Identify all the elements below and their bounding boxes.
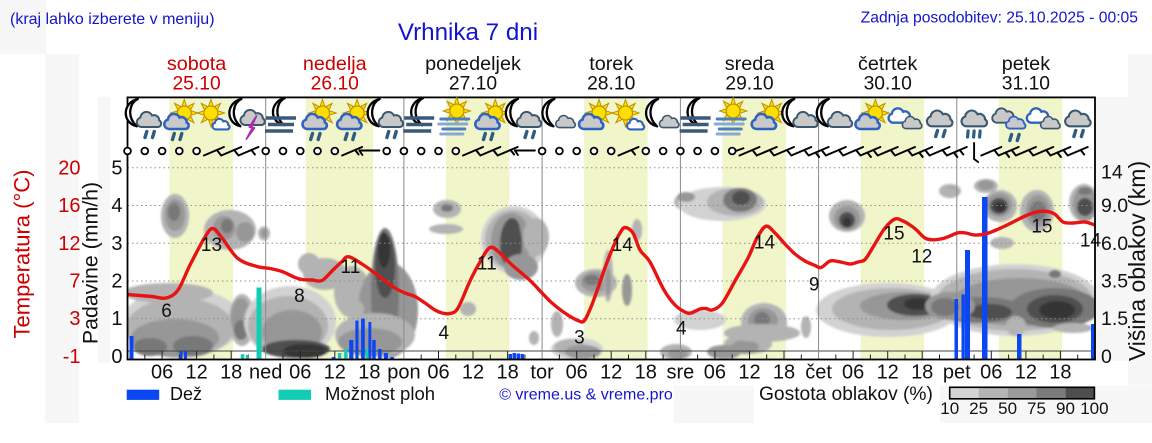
svg-text:14: 14 <box>612 235 634 256</box>
svg-text:(kraj lahko izberete v meniju): (kraj lahko izberete v meniju) <box>10 11 215 28</box>
svg-text:Zadnja posodobitev: 25.10.2025: Zadnja posodobitev: 25.10.2025 - 00:05 <box>861 10 1139 27</box>
svg-text:14: 14 <box>1080 230 1102 251</box>
svg-text:Dež: Dež <box>170 384 202 404</box>
svg-text:12: 12 <box>58 233 80 255</box>
svg-text:06: 06 <box>980 362 1002 384</box>
svg-text:ponedeljek: ponedeljek <box>425 53 521 75</box>
svg-text:16: 16 <box>58 195 80 217</box>
svg-text:ned: ned <box>249 362 282 384</box>
svg-text:18: 18 <box>358 362 380 384</box>
svg-text:06: 06 <box>151 362 173 384</box>
svg-text:14: 14 <box>1101 162 1123 184</box>
svg-text:30.10: 30.10 <box>864 74 912 95</box>
svg-text:Temperatura (°C): Temperatura (°C) <box>10 170 35 339</box>
svg-text:100: 100 <box>1080 399 1108 418</box>
svg-text:9.0: 9.0 <box>1101 195 1128 217</box>
svg-text:© vreme.us & vreme.pro: © vreme.us & vreme.pro <box>499 387 673 404</box>
svg-text:20: 20 <box>58 157 80 179</box>
svg-text:četrtek: četrtek <box>858 53 917 75</box>
svg-text:Padavine (mm/h): Padavine (mm/h) <box>79 182 103 344</box>
svg-text:75: 75 <box>1027 399 1046 418</box>
svg-text:3: 3 <box>574 328 585 349</box>
svg-text:12: 12 <box>1015 362 1037 384</box>
svg-text:2: 2 <box>111 271 122 293</box>
svg-text:torek: torek <box>589 53 633 75</box>
svg-text:0: 0 <box>1101 346 1112 368</box>
svg-text:4: 4 <box>111 195 122 217</box>
svg-text:pon: pon <box>387 362 420 384</box>
svg-text:nedelja: nedelja <box>303 53 367 75</box>
svg-text:10: 10 <box>940 399 959 418</box>
svg-text:06: 06 <box>427 362 449 384</box>
svg-text:sre: sre <box>667 362 695 384</box>
svg-text:6: 6 <box>161 301 172 322</box>
svg-text:12: 12 <box>462 362 484 384</box>
svg-text:petek: petek <box>1002 53 1051 75</box>
svg-text:sobota: sobota <box>167 53 226 75</box>
svg-text:13: 13 <box>201 235 222 256</box>
svg-text:31.10: 31.10 <box>1002 74 1050 95</box>
svg-text:06: 06 <box>842 362 864 384</box>
svg-text:9: 9 <box>809 274 820 295</box>
svg-text:1: 1 <box>111 308 122 330</box>
svg-text:čet: čet <box>805 362 832 384</box>
svg-text:8: 8 <box>294 286 305 307</box>
svg-text:0: 0 <box>111 346 122 368</box>
svg-text:Višina oblakov (km): Višina oblakov (km) <box>1124 161 1150 361</box>
svg-text:90: 90 <box>1056 399 1075 418</box>
svg-text:Možnost ploh: Možnost ploh <box>325 383 435 404</box>
svg-text:11: 11 <box>341 257 361 278</box>
svg-text:7: 7 <box>69 271 80 293</box>
svg-text:06: 06 <box>566 362 588 384</box>
svg-text:-1: -1 <box>63 346 81 368</box>
svg-text:3: 3 <box>69 308 80 330</box>
svg-text:12: 12 <box>324 362 346 384</box>
svg-text:3.5: 3.5 <box>1101 271 1128 293</box>
svg-text:25: 25 <box>969 399 988 418</box>
svg-text:25.10: 25.10 <box>172 74 220 95</box>
svg-text:sreda: sreda <box>725 53 774 75</box>
svg-text:15: 15 <box>1031 217 1052 238</box>
svg-text:18: 18 <box>1049 362 1071 384</box>
svg-text:06: 06 <box>704 362 726 384</box>
svg-text:11: 11 <box>477 254 497 275</box>
svg-text:14: 14 <box>754 233 776 254</box>
svg-text:18: 18 <box>635 362 657 384</box>
svg-text:18: 18 <box>911 362 933 384</box>
svg-text:50: 50 <box>998 399 1017 418</box>
svg-text:4: 4 <box>676 318 687 339</box>
svg-text:3: 3 <box>111 233 122 255</box>
svg-text:pet: pet <box>943 362 971 384</box>
svg-text:12: 12 <box>185 362 207 384</box>
svg-text:18: 18 <box>773 362 795 384</box>
svg-text:tor: tor <box>530 362 554 384</box>
svg-text:1.5: 1.5 <box>1101 308 1128 330</box>
svg-text:06: 06 <box>289 362 311 384</box>
svg-text:Gostota oblakov (%): Gostota oblakov (%) <box>759 384 933 405</box>
svg-text:5: 5 <box>111 157 122 179</box>
svg-text:4: 4 <box>439 323 450 344</box>
svg-text:6.0: 6.0 <box>1101 233 1128 255</box>
svg-text:15: 15 <box>883 223 904 244</box>
svg-text:28.10: 28.10 <box>587 74 635 95</box>
svg-text:12: 12 <box>738 362 760 384</box>
svg-text:27.10: 27.10 <box>449 74 497 95</box>
svg-text:18: 18 <box>496 362 518 384</box>
svg-text:12: 12 <box>600 362 622 384</box>
svg-text:18: 18 <box>220 362 242 384</box>
svg-text:29.10: 29.10 <box>725 74 773 95</box>
svg-text:12: 12 <box>911 247 932 268</box>
svg-text:Vrhnika 7 dni: Vrhnika 7 dni <box>398 19 538 46</box>
svg-text:12: 12 <box>877 362 899 384</box>
svg-text:26.10: 26.10 <box>311 74 359 95</box>
